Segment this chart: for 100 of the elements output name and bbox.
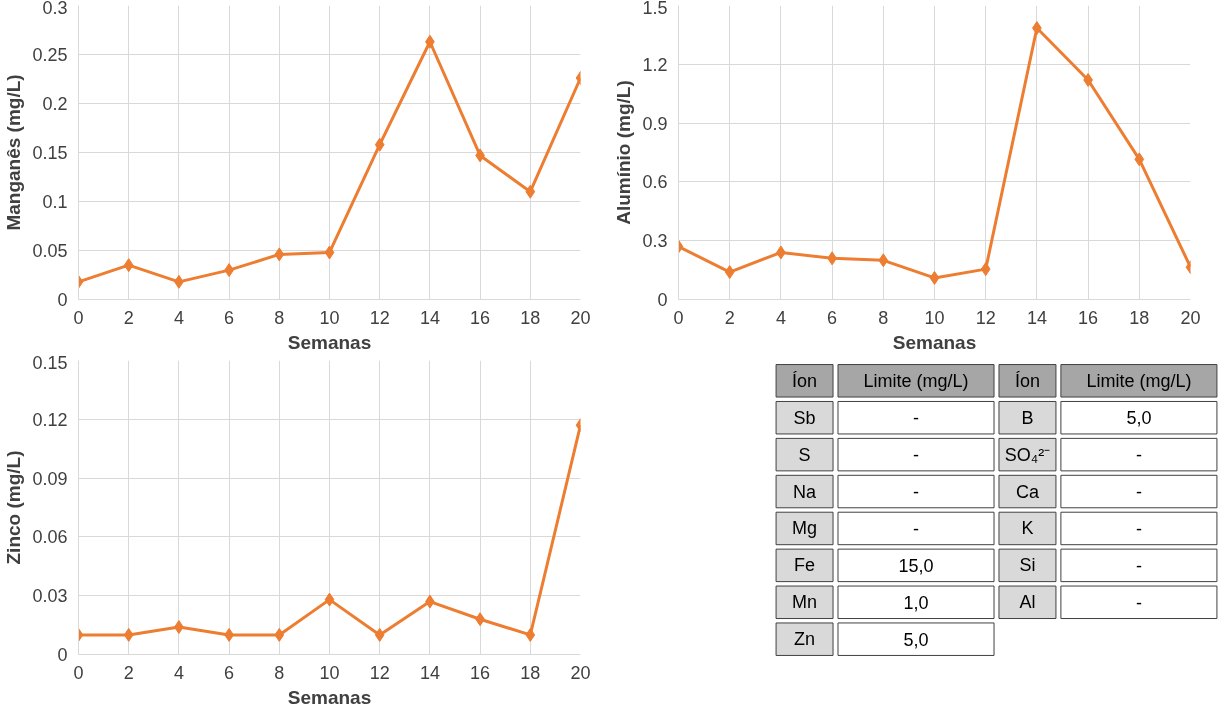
x-tick-label: 16 [470, 307, 491, 328]
text: Limite (mg/L) [863, 370, 969, 391]
x-tick-label: 4 [173, 307, 184, 328]
x-tick-label: 10 [319, 307, 340, 328]
point [1134, 152, 1145, 167]
y-tick-label: 1.5 [642, 0, 668, 18]
y-tick-label: 0.6 [642, 172, 668, 193]
x-tick-label: 8 [274, 662, 285, 683]
text: Ca [1015, 481, 1040, 502]
x-tick-label: 0 [73, 307, 84, 328]
x-tick-label: 18 [1129, 307, 1150, 328]
x-tick-label: 2 [724, 307, 735, 328]
x-tick-label: 6 [224, 662, 235, 683]
x-tick-label: 12 [369, 662, 390, 683]
text: - [1135, 555, 1142, 576]
x-tick-label: 0 [73, 662, 84, 683]
point [374, 137, 385, 152]
x-tick-label: 4 [173, 662, 184, 683]
point [274, 627, 285, 642]
x-tick-label: 10 [319, 662, 340, 683]
point [525, 627, 536, 642]
text: 15,0 [898, 555, 934, 576]
x-tick-label: 20 [570, 307, 591, 328]
text: SO₄²⁻ [1004, 444, 1051, 465]
text: Si [1019, 555, 1036, 576]
text: - [913, 482, 920, 503]
y-tick-label: 0.2 [42, 94, 68, 114]
point [123, 258, 134, 273]
x-tick-label: 0 [673, 307, 684, 328]
text: Mg [792, 518, 818, 539]
x-tick-label: 18 [520, 662, 541, 683]
x-tick-label: 20 [570, 662, 591, 683]
point [525, 184, 536, 199]
point [724, 265, 735, 280]
text: Na [793, 481, 818, 502]
y-tick-label: 0 [657, 290, 668, 310]
x-tick-label: 2 [123, 307, 134, 328]
x-tick-label: 14 [1026, 307, 1047, 328]
text: 5,0 [1126, 408, 1152, 429]
y-tick-label: 0.3 [42, 0, 68, 18]
x-tick-label: 12 [369, 307, 390, 328]
text: - [1135, 518, 1142, 539]
y-tick-label: 0.03 [32, 586, 68, 607]
y-tick-label: 0 [57, 290, 68, 310]
x-tick-label: 14 [419, 662, 440, 683]
x-tick-label: 8 [274, 307, 285, 328]
point [123, 627, 134, 642]
y-tick-label: 1.2 [642, 54, 668, 75]
text: - [1135, 445, 1142, 466]
text: S [798, 444, 811, 465]
y-tick-label: 0.15 [32, 352, 68, 373]
x-tick-label: 20 [1180, 307, 1201, 328]
x-tick-label: 18 [520, 307, 541, 328]
y-tick-label: 0.15 [32, 143, 68, 163]
y-tick-label: 0.06 [32, 527, 68, 548]
x-tick-label: 4 [775, 307, 786, 328]
point [929, 270, 940, 285]
y-tick-label: 0.1 [42, 192, 68, 212]
text: Al [1019, 592, 1036, 613]
text: Íon [792, 370, 818, 391]
text: Fe [794, 555, 816, 576]
x-tick-label: 6 [224, 307, 235, 328]
y-tick-label: 0.12 [32, 409, 68, 430]
text: - [1135, 592, 1142, 613]
text: - [913, 408, 920, 429]
y-axis-title: Manganês (mg/L) [3, 74, 25, 231]
y-axis-title: Zinco (mg/L) [3, 450, 25, 565]
x-tick-label: 16 [470, 662, 491, 683]
text: Zn [794, 629, 816, 650]
x-tick-label: 6 [827, 307, 838, 328]
point [374, 627, 385, 642]
x-tick-label: 16 [1078, 307, 1099, 328]
text: Íon [1014, 370, 1040, 391]
text: Sb [793, 407, 816, 428]
x-tick-label: 10 [924, 307, 945, 328]
text: - [1135, 482, 1142, 503]
y-tick-label: 0.25 [32, 45, 68, 65]
text: 5,0 [903, 629, 929, 650]
y-tick-label: 0.09 [32, 468, 68, 489]
text: Mn [792, 592, 818, 613]
point [324, 592, 335, 607]
text: Limite (mg/L) [1086, 370, 1192, 391]
text: K [1021, 518, 1034, 539]
point [878, 253, 889, 268]
y-tick-label: 0.9 [642, 113, 668, 134]
x-axis-title: Semanas [287, 686, 372, 708]
x-tick-label: 8 [878, 307, 889, 328]
text: B [1021, 407, 1034, 428]
y-tick-label: 0 [57, 645, 68, 665]
x-tick-label: 2 [123, 662, 134, 683]
y-tick-label: 0.3 [642, 231, 668, 252]
x-axis-title: Semanas [892, 331, 977, 353]
point [324, 245, 335, 260]
x-tick-label: 14 [419, 307, 440, 328]
x-axis-title: Semanas [287, 331, 372, 353]
y-tick-label: 0.05 [32, 241, 68, 261]
point [980, 262, 991, 277]
x-tick-label: 12 [975, 307, 996, 328]
point [274, 247, 285, 262]
y-axis-title: Alumínio (mg/L) [613, 80, 635, 225]
